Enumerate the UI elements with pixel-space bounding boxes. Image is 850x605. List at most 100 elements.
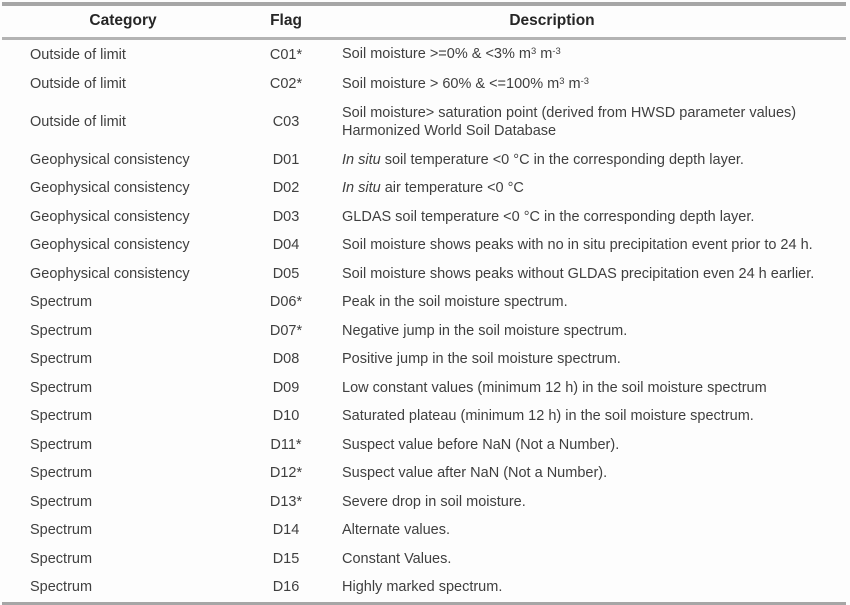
category-cell: Spectrum: [30, 351, 93, 368]
category-cell: Geophysical consistency: [30, 208, 190, 225]
description-segment: Low constant values (minimum 12 h) in th…: [342, 379, 767, 396]
description-cell: Constant Values.: [328, 545, 846, 574]
flag-cell: D13*: [269, 493, 303, 510]
category-cell: Geophysical consistency: [30, 180, 190, 197]
description-segment: In situ: [342, 151, 381, 168]
description-cell: Soil moisture> saturation point (derived…: [328, 99, 846, 146]
table-row: Spectrum D14 Alternate values.: [2, 516, 846, 545]
table-row: Spectrum D11* Suspect value before NaN (No…: [2, 431, 846, 460]
description-segment: Soil moisture >=0% & <3% m: [342, 46, 531, 63]
description-segment: soil temperature <0 °C in the correspond…: [380, 151, 744, 168]
description-cell: Soil moisture > 60% & <=100% m3 m-3: [328, 70, 846, 100]
category-cell: Spectrum: [30, 322, 93, 339]
table-row: Geophysical consistency D02 In situ air te…: [2, 174, 846, 203]
description-cell: Severe drop in soil moisture.: [328, 488, 846, 517]
description-segment: Soil moisture shows peaks with no in sit…: [342, 237, 813, 254]
description-cell: Suspect value after NaN (Not a Number).: [328, 459, 846, 488]
table-header: Category Flag Description: [2, 4, 846, 40]
flag-cell: D07*: [269, 322, 303, 339]
description-segment: Harmonized World Soil Database: [342, 123, 557, 140]
description-cell: Highly marked spectrum.: [328, 573, 846, 604]
table-row: Outside of limit C02* Soil moisture > 60% …: [2, 70, 846, 100]
description-segment: Suspect value before NaN (Not a Number).: [342, 436, 620, 453]
description-segment: Constant Values.: [342, 550, 452, 567]
description-segment: m: [536, 46, 553, 63]
flag-cell: D02: [272, 180, 300, 197]
description-segment: air temperature <0 °C: [380, 180, 524, 197]
flag-cell: C02*: [269, 76, 303, 93]
flag-cell: C01*: [269, 46, 303, 63]
description-segment: Soil moisture> saturation point (derived…: [342, 105, 797, 122]
description-cell: Soil moisture >=0% & <3% m3 m-3: [328, 39, 846, 70]
table-row: Spectrum D08 Positive jump in the soil moi…: [2, 345, 846, 374]
category-cell: Outside of limit: [30, 114, 126, 131]
flag-cell: D04: [272, 237, 300, 254]
flag-cell: D06*: [269, 294, 303, 311]
description-cell: GLDAS soil temperature <0 °C in the corr…: [328, 203, 846, 232]
description-cell: Positive jump in the soil moisture spect…: [328, 345, 846, 374]
description-cell: In situ soil temperature <0 °C in the co…: [328, 146, 846, 175]
table-row: Spectrum D13* Severe drop in soil moisture…: [2, 488, 846, 517]
table-row: Spectrum D15 Constant Values.: [2, 545, 846, 574]
flag-cell: D05: [272, 265, 300, 282]
table-row: Geophysical consistency D03 GLDAS soil tem…: [2, 203, 846, 232]
description-segment: Suspect value after NaN (Not a Number).: [342, 465, 608, 482]
column-header-description: Description: [328, 4, 846, 40]
flag-cell: D03: [272, 208, 300, 225]
description-segment: -3: [552, 45, 561, 57]
description-cell: Soil moisture shows peaks with no in sit…: [328, 231, 846, 260]
table-row: Geophysical consistency D05 Soil moisture …: [2, 260, 846, 289]
table-row: Geophysical consistency D04 Soil moisture …: [2, 231, 846, 260]
description-cell: Saturated plateau (minimum 12 h) in the …: [328, 402, 846, 431]
description-segment: 3: [559, 74, 565, 86]
description-segment: Peak in the soil moisture spectrum.: [342, 294, 568, 311]
description-segment: Soil moisture > 60% & <=100% m: [342, 75, 560, 92]
category-cell: Spectrum: [30, 493, 93, 510]
description-segment: m: [564, 75, 581, 92]
description-cell: Alternate values.: [328, 516, 846, 545]
description-cell: Suspect value before NaN (Not a Number).: [328, 431, 846, 460]
description-cell: Peak in the soil moisture spectrum.: [328, 288, 846, 317]
description-segment: GLDAS soil temperature <0 °C in the corr…: [342, 208, 755, 225]
table-row: Geophysical consistency D01 In situ soil t…: [2, 146, 846, 175]
table-row: Outside of limit C03 Soil moisture> satura…: [2, 99, 846, 146]
flag-cell: D10: [272, 408, 300, 425]
table-row: Outside of limit C01* Soil moisture >=0% &…: [2, 39, 846, 70]
category-cell: Outside of limit: [30, 76, 126, 93]
table-row: Spectrum D10 Saturated plateau (minimum 12…: [2, 402, 846, 431]
description-segment: -3: [580, 74, 589, 86]
description-segment: 3: [531, 45, 537, 57]
table-row: Spectrum D09 Low constant values (minimum …: [2, 374, 846, 403]
category-cell: Geophysical consistency: [30, 237, 190, 254]
category-cell: Spectrum: [30, 465, 93, 482]
table-row: Spectrum D06* Peak in the soil moisture sp…: [2, 288, 846, 317]
description-segment: Positive jump in the soil moisture spect…: [342, 351, 621, 368]
description-cell: Low constant values (minimum 12 h) in th…: [328, 374, 846, 403]
flag-cell: D09: [272, 379, 300, 396]
category-cell: Spectrum: [30, 294, 93, 311]
category-cell: Spectrum: [30, 408, 93, 425]
description-segment: Alternate values.: [342, 522, 451, 539]
category-cell: Spectrum: [30, 550, 93, 567]
description-cell: Negative jump in the soil moisture spect…: [328, 317, 846, 346]
column-header-category: Category: [2, 4, 244, 40]
flag-cell: D11*: [270, 436, 302, 453]
header-row: Category Flag Description: [2, 4, 846, 40]
description-segment: Highly marked spectrum.: [342, 579, 503, 596]
flag-cell: D15: [272, 550, 300, 567]
table-row: Spectrum D16 Highly marked spectrum.: [2, 573, 846, 604]
category-cell: Spectrum: [30, 379, 93, 396]
flag-cell: D14: [272, 522, 300, 539]
flag-cell: C03: [272, 114, 300, 131]
flag-cell: D12*: [269, 465, 303, 482]
category-cell: Geophysical consistency: [30, 151, 190, 168]
category-cell: Spectrum: [30, 579, 93, 596]
category-cell: Spectrum: [30, 522, 93, 539]
flag-cell: D08: [272, 351, 300, 368]
description-segment: Saturated plateau (minimum 12 h) in the …: [342, 408, 754, 425]
description-segment: Soil moisture shows peaks without GLDAS …: [342, 265, 815, 282]
category-cell: Geophysical consistency: [30, 265, 190, 282]
description-segment: Negative jump in the soil moisture spect…: [342, 322, 628, 339]
